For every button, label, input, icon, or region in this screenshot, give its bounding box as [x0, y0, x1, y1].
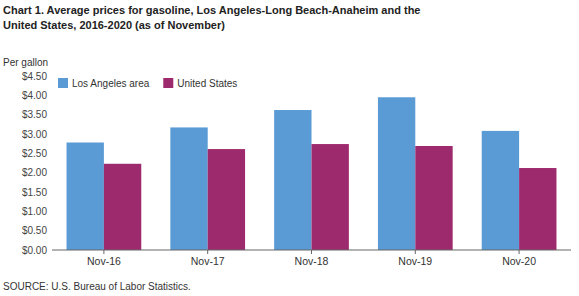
x-tick [415, 250, 416, 254]
x-tick-label: Nov-16 [87, 255, 121, 267]
y-tick-label: $0.50 [22, 225, 47, 236]
title: United States, 2016-2020 (as of November… [3, 19, 225, 31]
y-tick-label: $0.00 [22, 245, 47, 256]
y-axis-label: Per gallon [3, 57, 48, 68]
legend-swatch [58, 78, 68, 88]
source-note: SOURCE: U.S. Bureau of Labor Statistics. [3, 281, 191, 292]
bar [312, 144, 349, 250]
legend-label: Los Angeles area [72, 78, 150, 89]
bar [415, 146, 452, 250]
y-tick-label: $3.50 [22, 109, 47, 120]
legend-label: United States [177, 78, 237, 89]
bar [208, 149, 245, 250]
bar [170, 127, 207, 250]
y-tick-label: $3.00 [22, 129, 47, 140]
y-tick-label: $4.50 [22, 71, 47, 82]
x-tick-label: Nov-19 [398, 255, 432, 267]
bar [104, 164, 141, 250]
bar [378, 97, 415, 250]
y-tick-label: $2.00 [22, 167, 47, 178]
legend-swatch [163, 78, 173, 88]
x-tick-label: Nov-18 [295, 255, 329, 267]
bar [67, 143, 104, 250]
bar [482, 131, 519, 250]
bars [67, 97, 557, 250]
x-tick [311, 250, 312, 254]
title: Chart 1. Average prices for gasoline, Lo… [3, 4, 420, 16]
x-tick [207, 250, 208, 254]
bar [274, 110, 311, 250]
x-tick [519, 250, 520, 254]
x-tick [103, 250, 104, 254]
y-tick-label: $1.00 [22, 206, 47, 217]
legend: Los Angeles area United States [58, 78, 237, 89]
y-tick-label: $4.00 [22, 90, 47, 101]
bar [519, 168, 556, 250]
y-tick-label: $1.50 [22, 187, 47, 198]
chart: Chart 1. Average prices for gasoline, Lo… [0, 0, 579, 296]
x-tick-label: Nov-20 [502, 255, 536, 267]
y-tick-label: $2.50 [22, 148, 47, 159]
x-tick-label: Nov-17 [191, 255, 225, 267]
